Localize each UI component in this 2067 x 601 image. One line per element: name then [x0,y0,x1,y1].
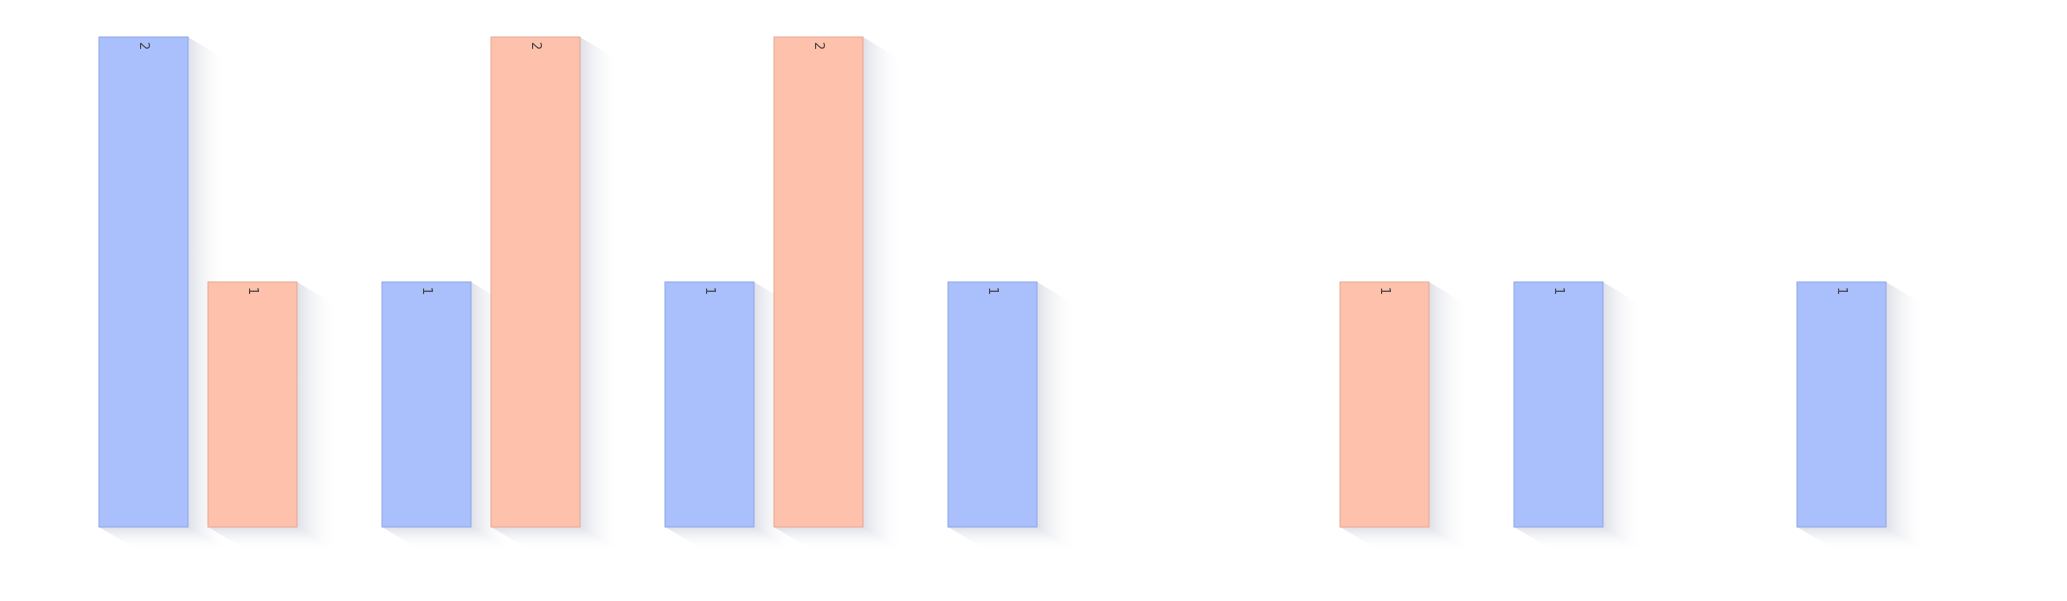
bar-value-label: 1 [985,287,1000,295]
bar-value-label: 1 [702,287,717,295]
bar-shadow [948,527,1077,551]
bar-shadow [580,37,620,551]
bar-shadow [1340,527,1469,551]
bars-layer: 2 1 1 2 1 2 1 1 1 1 [98,36,1926,551]
bar [1513,281,1604,528]
bar-value-label: 1 [1377,287,1392,295]
bar-shadow [99,527,228,551]
bar-shadow [863,37,903,551]
bar [664,281,755,528]
bar-value-label: 1 [1834,287,1849,295]
bar [1339,281,1430,528]
bar [98,36,189,528]
bar [207,281,298,528]
bar-value-label: 2 [528,42,543,50]
bar-shadow [1037,282,1077,551]
bar-shadow [1429,282,1469,551]
bar-value-label: 2 [136,42,151,50]
bar-shadow [1514,527,1643,551]
bar-shadow [1886,282,1926,551]
bar-shadow [297,282,337,551]
bar [1796,281,1887,528]
bar-value-label: 2 [811,42,826,50]
bar-shadow [665,527,794,551]
bar-value-label: 1 [245,287,260,295]
bar [773,36,864,528]
bar-shadow [1797,527,1926,551]
bar-shadow [382,527,511,551]
bar-shadow [491,527,620,551]
bar-shadow [208,527,337,551]
bar-shadow [774,527,903,551]
bar [490,36,581,528]
bar [947,281,1038,528]
bar [381,281,472,528]
bar-value-label: 1 [1551,287,1566,295]
bar-shadow [1603,282,1643,551]
bar-value-label: 1 [419,287,434,295]
